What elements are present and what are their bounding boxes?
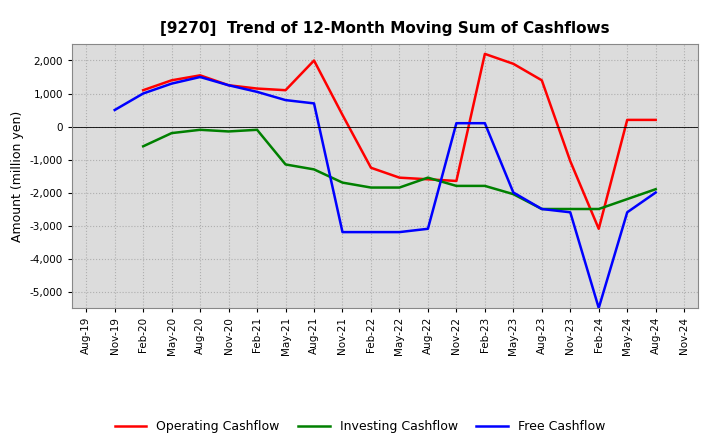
Operating Cashflow — [480, 51, 489, 56]
Investing Cashflow — [253, 127, 261, 132]
Investing Cashflow — [537, 206, 546, 212]
Operating Cashflow — [423, 177, 432, 182]
Y-axis label: Amount (million yen): Amount (million yen) — [12, 110, 24, 242]
Legend: Operating Cashflow, Investing Cashflow, Free Cashflow: Operating Cashflow, Investing Cashflow, … — [110, 415, 610, 438]
Operating Cashflow — [595, 226, 603, 231]
Free Cashflow — [423, 226, 432, 231]
Investing Cashflow — [652, 187, 660, 192]
Operating Cashflow — [282, 88, 290, 93]
Investing Cashflow — [595, 206, 603, 212]
Investing Cashflow — [282, 162, 290, 167]
Free Cashflow — [480, 121, 489, 126]
Free Cashflow — [338, 230, 347, 235]
Free Cashflow — [537, 206, 546, 212]
Investing Cashflow — [480, 183, 489, 188]
Free Cashflow — [395, 230, 404, 235]
Operating Cashflow — [623, 117, 631, 122]
Investing Cashflow — [366, 185, 375, 190]
Investing Cashflow — [139, 143, 148, 149]
Operating Cashflow — [167, 78, 176, 83]
Free Cashflow — [595, 305, 603, 311]
Operating Cashflow — [310, 58, 318, 63]
Free Cashflow — [225, 83, 233, 88]
Investing Cashflow — [310, 167, 318, 172]
Operating Cashflow — [395, 175, 404, 180]
Free Cashflow — [623, 210, 631, 215]
Investing Cashflow — [196, 127, 204, 132]
Operating Cashflow — [566, 158, 575, 164]
Investing Cashflow — [452, 183, 461, 188]
Title: [9270]  Trend of 12-Month Moving Sum of Cashflows: [9270] Trend of 12-Month Moving Sum of C… — [161, 21, 610, 36]
Free Cashflow — [566, 210, 575, 215]
Free Cashflow — [139, 91, 148, 96]
Operating Cashflow — [652, 117, 660, 122]
Free Cashflow — [253, 89, 261, 95]
Free Cashflow — [282, 98, 290, 103]
Investing Cashflow — [566, 206, 575, 212]
Free Cashflow — [509, 190, 518, 195]
Operating Cashflow — [253, 86, 261, 91]
Free Cashflow — [452, 121, 461, 126]
Operating Cashflow — [509, 61, 518, 66]
Operating Cashflow — [225, 83, 233, 88]
Free Cashflow — [366, 230, 375, 235]
Line: Investing Cashflow: Investing Cashflow — [143, 130, 656, 209]
Investing Cashflow — [225, 129, 233, 134]
Operating Cashflow — [139, 88, 148, 93]
Operating Cashflow — [452, 178, 461, 183]
Operating Cashflow — [196, 73, 204, 78]
Investing Cashflow — [167, 131, 176, 136]
Investing Cashflow — [509, 191, 518, 197]
Operating Cashflow — [537, 78, 546, 83]
Free Cashflow — [110, 107, 119, 113]
Operating Cashflow — [338, 112, 347, 117]
Investing Cashflow — [623, 197, 631, 202]
Free Cashflow — [196, 74, 204, 80]
Free Cashflow — [167, 81, 176, 86]
Line: Free Cashflow: Free Cashflow — [114, 77, 656, 308]
Investing Cashflow — [338, 180, 347, 185]
Free Cashflow — [310, 101, 318, 106]
Free Cashflow — [652, 190, 660, 195]
Investing Cashflow — [395, 185, 404, 190]
Investing Cashflow — [423, 175, 432, 180]
Line: Operating Cashflow: Operating Cashflow — [143, 54, 656, 229]
Operating Cashflow — [366, 165, 375, 170]
